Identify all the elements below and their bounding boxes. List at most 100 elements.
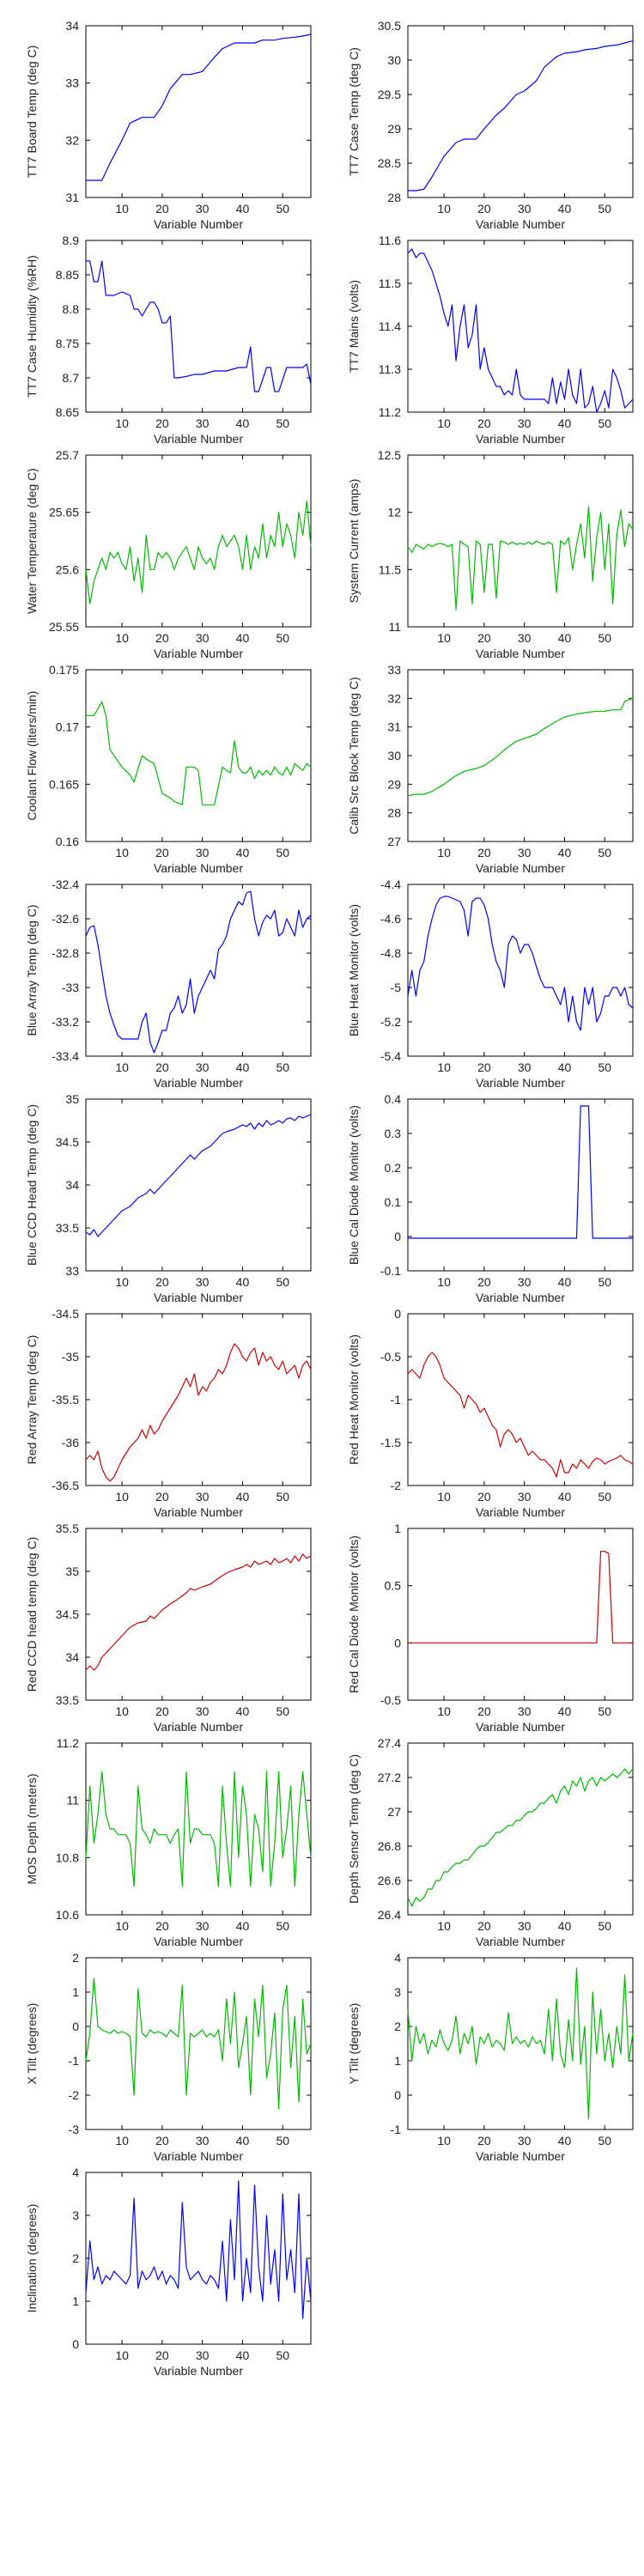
x-tick-label: 20	[155, 202, 169, 216]
y-tick-label: 1	[394, 2054, 401, 2068]
y-tick-label: 0.1	[385, 1195, 402, 1209]
chart-panel: 10 20 30 40 50 0.16 0.165 0.17 0.175 Variable Num…	[0, 644, 322, 875]
plot-frame	[407, 1098, 634, 1272]
x-tick-label: 40	[236, 846, 250, 860]
x-tick-label: 20	[477, 1919, 491, 1933]
y-tick-label: 0.165	[49, 777, 79, 791]
y-tick-label: 0	[72, 2337, 79, 2351]
y-tick-label: 2	[72, 1951, 79, 1965]
x-tick-label: 40	[558, 202, 572, 216]
chart-svg: 10 20 30 40 50 33 33.5 34 34.5 35 Variable Number B…	[25, 1092, 312, 1304]
chart-svg: 10 20 30 40 50 11.2 11.3 11.4 11.5 11.6 Variable N…	[347, 234, 634, 446]
y-tick-label: 26.8	[378, 1839, 401, 1853]
plot-frame	[407, 1528, 634, 1701]
y-tick-label: 8.8	[63, 302, 80, 316]
chart-panel: 10 20 30 40 50 10.6 10.8 11 11.2 Variable Number M…	[0, 1717, 322, 1948]
chart-svg: 10 20 30 40 50 33.5 34 34.5 35 35.5 Variable Numbe…	[25, 1522, 312, 1734]
chart-panel: 10 20 30 40 50 -0.1 0 0.1 0.2 0.3 0.4 Variable Numb…	[322, 1073, 644, 1304]
x-tick-label: 20	[155, 416, 169, 430]
x-tick-label: 10	[437, 1060, 451, 1074]
y-tick-label: 10.6	[56, 1908, 79, 1922]
plot-frame	[407, 669, 634, 842]
x-tick-label: 40	[236, 1490, 250, 1504]
y-tick-label: -35	[62, 1350, 79, 1364]
y-axis-label: TT7 Case Temp (deg C)	[347, 47, 361, 176]
chart-panel: 10 20 30 40 50 -0.5 0 0.5 1 Variable Number Red Ca…	[322, 1503, 644, 1734]
plot-frame	[407, 884, 634, 1057]
x-tick-label: 10	[115, 1060, 129, 1074]
x-axis-label: Variable Number	[476, 432, 565, 446]
chart-svg: 10 20 30 40 50 -1 0 1 2 3 4 Variable Number Y Tilt (…	[347, 1951, 634, 2163]
y-axis-label: Red CCD head temp (deg C)	[25, 1537, 39, 1692]
chart-panel: 10 20 30 40 50 -33.4 -33.2 -33 -32.8 -32.6 -32.4 Va…	[0, 859, 322, 1090]
y-tick-label: 4	[72, 2166, 79, 2179]
plot-frame	[85, 2172, 312, 2345]
y-tick-label: 32	[65, 133, 79, 147]
y-axis-label: Red Array Temp (deg C)	[25, 1335, 39, 1465]
x-tick-label: 10	[115, 631, 129, 645]
x-tick-label: 50	[276, 846, 289, 860]
y-tick-label: 11.6	[379, 234, 401, 247]
y-tick-label: 33	[65, 76, 79, 90]
x-tick-label: 40	[236, 1919, 250, 1933]
x-tick-label: 20	[477, 202, 491, 216]
series-line	[408, 40, 634, 191]
y-tick-label: 25.65	[49, 506, 79, 519]
y-tick-label: 26.6	[378, 1874, 401, 1887]
x-tick-label: 40	[236, 1704, 250, 1718]
x-tick-label: 20	[477, 631, 491, 645]
y-tick-label: 27.2	[378, 1771, 401, 1784]
chart-panel: 10 20 30 40 50 -36.5 -36 -35.5 -35 -34.5 Variable …	[0, 1288, 322, 1519]
x-tick-label: 20	[477, 1704, 491, 1718]
y-tick-label: -36.5	[52, 1479, 79, 1492]
plot-frame	[85, 669, 312, 842]
x-tick-label: 30	[196, 2348, 210, 2362]
y-tick-label: 8.75	[56, 337, 79, 350]
x-tick-label: 10	[437, 1490, 451, 1504]
chart-svg: 10 20 30 40 50 8.65 8.7 8.75 8.8 8.85 8.9 Variable …	[25, 234, 312, 446]
x-tick-label: 30	[518, 202, 532, 216]
x-tick-label: 40	[236, 2134, 250, 2148]
plot-frame	[85, 1098, 312, 1272]
x-tick-label: 10	[115, 2134, 129, 2148]
x-axis-label: Variable Number	[154, 2149, 243, 2163]
y-tick-label: -2	[69, 2088, 80, 2102]
chart-svg: 10 20 30 40 50 -33.4 -33.2 -33 -32.8 -32.6 -32.4 Va…	[25, 878, 312, 1090]
chart-svg: 10 20 30 40 50 31 32 33 34 Variable Number TT7 Boa…	[25, 19, 312, 231]
y-tick-label: 4	[394, 1951, 401, 1965]
plot-frame	[85, 1528, 312, 1701]
x-tick-label: 30	[196, 416, 210, 430]
y-tick-label: 11.2	[57, 1736, 79, 1750]
x-tick-label: 50	[598, 1704, 611, 1718]
series-line	[407, 1352, 634, 1478]
chart-svg: 10 20 30 40 50 10.6 10.8 11 11.2 Variable Number M…	[25, 1736, 312, 1948]
y-tick-label: 2	[394, 2020, 401, 2033]
y-axis-label: Calib Src Block Temp (deg C)	[347, 677, 361, 834]
x-tick-label: 30	[196, 846, 210, 860]
y-tick-label: -34.5	[52, 1307, 79, 1321]
y-axis-label: TT7 Board Temp (deg C)	[25, 46, 39, 179]
series-line	[86, 701, 312, 805]
series-line	[408, 1105, 633, 1239]
y-axis-label: MOS Depth (meters)	[25, 1773, 39, 1884]
x-axis-label: Variable Number	[476, 1291, 565, 1304]
y-tick-label: -32.8	[52, 946, 79, 960]
x-tick-label: 30	[518, 1060, 532, 1074]
y-tick-label: -5.2	[380, 1015, 401, 1029]
x-tick-label: 20	[155, 2348, 169, 2362]
y-tick-label: 0	[394, 1636, 401, 1649]
y-axis-label: Water Temperature (deg C)	[25, 468, 39, 614]
y-tick-label: 11.4	[379, 319, 401, 333]
x-tick-label: 20	[155, 631, 169, 645]
chart-svg: 10 20 30 40 50 -2 -1.5 -1 -0.5 0 Variable Number Re…	[347, 1307, 634, 1519]
x-tick-label: 50	[276, 1919, 289, 1933]
y-tick-label: 25.7	[56, 448, 79, 462]
y-tick-label: -33.4	[52, 1049, 79, 1063]
x-tick-label: 50	[598, 2134, 611, 2148]
y-tick-label: 29.5	[378, 88, 401, 101]
y-tick-label: 31	[65, 191, 79, 204]
y-axis-label: X Tilt (degrees)	[25, 2003, 39, 2085]
y-tick-label: -0.5	[380, 1693, 401, 1707]
x-tick-label: 40	[558, 846, 572, 860]
x-axis-label: Variable Number	[154, 861, 243, 875]
